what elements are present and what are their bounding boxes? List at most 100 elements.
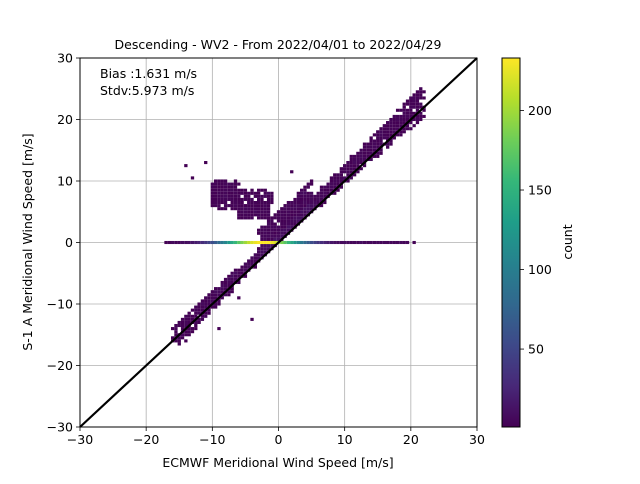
histogram-bin [319,188,324,192]
histogram-bin [217,299,221,303]
histogram-bin [260,237,264,241]
histogram-bin [352,164,357,168]
histogram-bin [220,284,224,288]
histogram-bin [349,164,353,168]
histogram-bin [306,182,310,186]
histogram-bin [233,194,238,198]
histogram-bin [257,204,261,208]
histogram-bin [313,200,317,205]
histogram-bin [260,240,264,245]
histogram-bin [359,240,363,245]
histogram-bin [260,197,264,201]
histogram-bin [217,197,221,201]
histogram-bin [303,207,307,211]
histogram-bin [405,117,410,122]
histogram-bin [213,305,218,309]
histogram-bin [257,191,261,195]
histogram-bin [290,170,294,174]
histogram-bin [174,330,178,334]
histogram-bin [309,240,314,245]
histogram-bin [386,124,390,128]
histogram-bin [276,213,281,217]
histogram-bin [200,302,205,306]
histogram-bin [270,216,274,220]
histogram-bin [240,271,244,275]
histogram-bin [273,237,277,241]
histogram-bin [293,219,297,223]
histogram-bin [213,191,218,195]
histogram-bin [184,240,188,245]
histogram-bin [409,114,413,118]
histogram-bin [386,145,390,149]
histogram-bin [233,185,238,189]
histogram-bin [283,210,287,214]
histogram-bin [386,130,390,134]
histogram-bin [217,207,221,211]
histogram-bin [194,240,198,245]
histogram-bin [220,194,224,198]
histogram-bin [386,121,390,125]
histogram-bin [392,240,396,245]
histogram-bin [220,240,224,245]
histogram-bin [386,133,390,137]
histogram-bin [190,308,195,312]
histogram-bin [402,114,406,118]
histogram-bin [270,200,274,205]
histogram-bin [405,99,410,103]
histogram-bin [217,200,221,205]
histogram-bin [369,151,373,155]
histogram-bin [300,200,304,205]
histogram-bin [220,182,224,186]
histogram-bin [220,280,224,285]
histogram-bin [230,185,234,189]
histogram-bin [217,188,221,192]
histogram-bin [293,216,297,220]
histogram-bin [409,105,413,109]
histogram-bin [376,133,380,137]
histogram-bin [260,213,264,217]
histogram-bin [190,330,195,334]
histogram-bin [260,234,264,238]
y-tick-label: 30 [57,51,73,66]
histogram-bin [223,200,228,205]
histogram-bin [233,207,238,211]
histogram-bin [376,145,380,149]
histogram-bin [184,314,188,318]
histogram-bin [167,240,171,245]
histogram-bin [180,317,185,321]
histogram-bin [253,265,257,269]
histogram-bin [419,90,423,94]
histogram-bin [290,213,294,217]
histogram-bin [306,200,310,205]
histogram-bin [309,191,314,195]
histogram-bin [194,314,198,318]
histogram-bin [243,188,248,192]
histogram-bin [180,336,185,340]
histogram-bin [247,265,251,269]
histogram-bin [240,210,244,214]
histogram-bin [293,210,297,214]
histogram-bin [266,219,271,223]
histogram-bin [266,216,271,220]
histogram-bin [227,280,231,285]
histogram-bin [187,330,191,334]
histogram-bin [247,240,251,245]
colorbar [501,57,521,428]
histogram-bin [366,240,370,245]
histogram-bin [240,207,244,211]
histogram-bin [253,213,257,217]
histogram-bin [356,170,360,174]
histogram-bin [409,108,413,112]
histogram-bin [293,222,297,226]
histogram-bin [326,191,330,195]
histogram-bin [333,240,337,245]
histogram-bin [210,305,214,309]
histogram-bin [313,204,317,208]
histogram-bin [233,271,238,275]
histogram-bin [372,145,377,149]
histogram-bin [333,173,337,177]
histogram-bin [386,142,390,146]
histogram-bin [243,262,248,266]
histogram-bin [290,207,294,211]
